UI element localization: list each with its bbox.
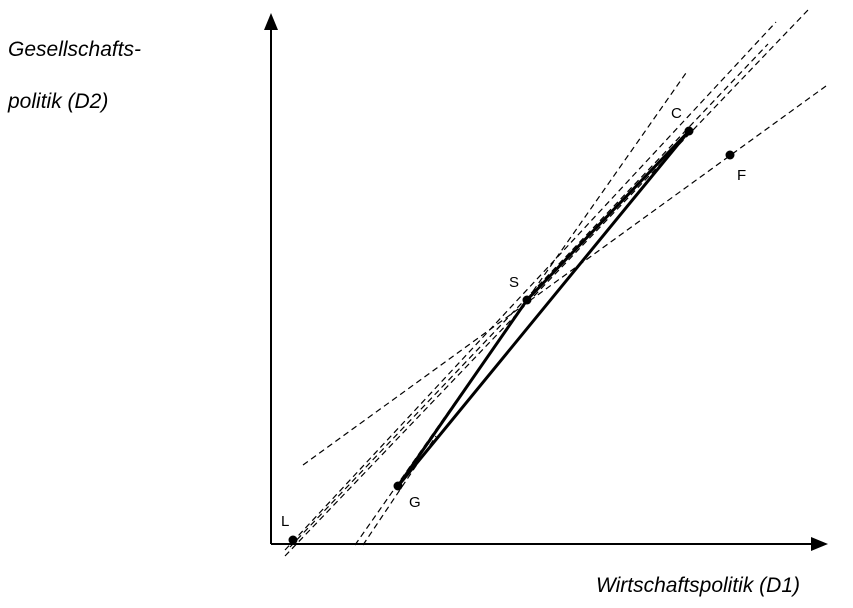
- label-S: S: [509, 274, 519, 291]
- y-axis-label-line1: Gesellschafts-: [8, 38, 142, 61]
- dashed-line-3: [289, 43, 769, 548]
- label-L: L: [281, 513, 289, 530]
- x-axis-arrowhead: [811, 537, 828, 551]
- point-G: [393, 481, 403, 491]
- point-F: [725, 150, 735, 160]
- line-G-C: [396, 129, 691, 488]
- y-axis-label-line2: politik (D2): [8, 90, 109, 113]
- point-S: [522, 295, 532, 305]
- solid-lines: [396, 129, 691, 488]
- dashed-line-4: [302, 85, 827, 466]
- line-G-S: [396, 298, 529, 488]
- dashed-line-1: [284, 9, 809, 557]
- dashed-line-6: [362, 435, 437, 546]
- point-L: [288, 535, 298, 545]
- y-axis-arrowhead: [264, 13, 278, 30]
- label-G: G: [409, 494, 421, 511]
- label-C: C: [671, 105, 682, 122]
- line-S-C: [525, 129, 691, 302]
- x-axis-label: Wirtschaftspolitik (D1): [596, 574, 801, 597]
- label-F: F: [737, 167, 746, 184]
- dashed-line-2: [284, 21, 777, 551]
- dashed-lines: [284, 9, 827, 557]
- dashed-line-5: [354, 72, 687, 546]
- point-C: [684, 126, 694, 136]
